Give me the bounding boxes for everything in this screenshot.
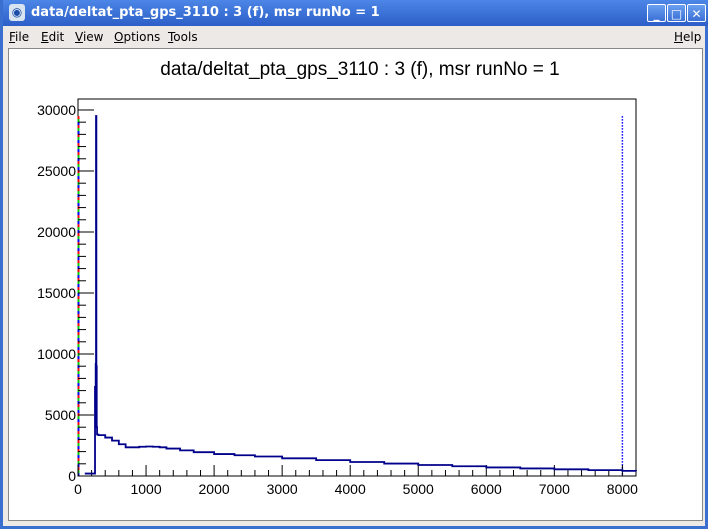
window-title: data/deltat_pta_gps_3110 : 3 (f), msr ru… (31, 5, 380, 20)
y-tick-label: 20000 (37, 224, 76, 240)
menu-options[interactable]: Options (114, 30, 161, 44)
x-tick-label: 7000 (539, 481, 570, 497)
y-tick-label: 10000 (37, 346, 76, 362)
menu-edit[interactable]: Edit (41, 30, 65, 44)
chart-title: data/deltat_pta_gps_3110 : 3 (f), msr ru… (160, 59, 559, 80)
y-tick-label: 15000 (37, 285, 76, 301)
menu-view[interactable]: View (75, 30, 104, 44)
y-tick-label: 30000 (37, 102, 76, 118)
maximize-button[interactable]: □ (667, 4, 686, 22)
x-tick-label: 6000 (471, 481, 502, 497)
histogram-line (84, 115, 637, 475)
menu-bar: File Edit View Options Tools Help (3, 26, 705, 48)
y-tick-label: 5000 (45, 407, 76, 423)
root-app-icon[interactable]: ◉ (9, 4, 25, 21)
x-tick-label: 2000 (199, 481, 230, 497)
menu-file[interactable]: File (9, 30, 30, 44)
x-tick-label: 3000 (267, 481, 298, 497)
x-tick-label: 1000 (130, 481, 161, 497)
y-tick-label: 0 (68, 468, 76, 484)
title-bar[interactable]: ◉ data/deltat_pta_gps_3110 : 3 (f), msr … (3, 0, 708, 26)
x-tick-label: 4000 (335, 481, 366, 497)
minimize-button[interactable]: _ (647, 4, 666, 22)
histogram-plot: data/deltat_pta_gps_3110 : 3 (f), msr ru… (37, 59, 638, 497)
x-tick-label: 0 (74, 481, 82, 497)
menu-tools[interactable]: Tools (168, 30, 198, 44)
x-tick-label: 5000 (403, 481, 434, 497)
plot-frame (77, 98, 637, 477)
close-button[interactable]: ✕ (687, 4, 706, 22)
x-tick-label: 8000 (607, 481, 638, 497)
y-tick-label: 25000 (37, 163, 76, 179)
menu-help[interactable]: Help (674, 30, 702, 44)
plot-canvas[interactable]: data/deltat_pta_gps_3110 : 3 (f), msr ru… (8, 48, 703, 521)
